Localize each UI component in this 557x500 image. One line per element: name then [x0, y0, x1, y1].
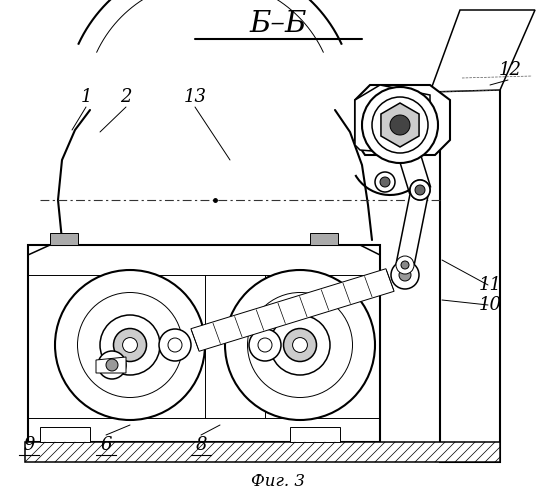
Circle shape — [396, 256, 414, 274]
Circle shape — [390, 115, 410, 135]
Bar — [40, 427, 90, 442]
Bar — [310, 233, 338, 245]
Circle shape — [114, 328, 146, 362]
Text: 9: 9 — [23, 436, 35, 454]
Polygon shape — [355, 85, 450, 155]
Polygon shape — [430, 10, 535, 92]
Polygon shape — [96, 357, 126, 373]
Circle shape — [410, 180, 430, 200]
Text: 1: 1 — [80, 88, 92, 106]
Circle shape — [380, 177, 390, 187]
Circle shape — [372, 97, 428, 153]
Text: 8: 8 — [196, 436, 207, 454]
Polygon shape — [191, 268, 394, 351]
Text: 6: 6 — [100, 436, 112, 454]
Circle shape — [55, 270, 205, 420]
Bar — [28, 245, 380, 442]
Polygon shape — [381, 103, 419, 147]
Text: 13: 13 — [183, 88, 207, 106]
Bar — [50, 233, 78, 245]
Bar — [25, 442, 500, 462]
Circle shape — [399, 269, 411, 281]
Text: 10: 10 — [478, 296, 501, 314]
Circle shape — [98, 351, 126, 379]
Text: Б–Б: Б–Б — [250, 10, 307, 38]
Polygon shape — [355, 85, 430, 155]
Circle shape — [410, 180, 430, 200]
Circle shape — [100, 315, 160, 375]
Circle shape — [249, 329, 281, 361]
Circle shape — [391, 261, 419, 289]
Circle shape — [401, 261, 409, 269]
Circle shape — [159, 329, 191, 361]
Text: 11: 11 — [478, 276, 501, 294]
Circle shape — [292, 338, 307, 352]
Circle shape — [168, 338, 182, 352]
Circle shape — [258, 338, 272, 352]
Circle shape — [270, 315, 330, 375]
Polygon shape — [389, 122, 431, 193]
Circle shape — [415, 185, 425, 195]
Text: Фиг. 3: Фиг. 3 — [251, 474, 305, 490]
Circle shape — [77, 292, 183, 398]
Circle shape — [415, 185, 425, 195]
Text: 2: 2 — [120, 88, 132, 106]
Circle shape — [362, 87, 438, 163]
Circle shape — [375, 172, 395, 192]
Circle shape — [284, 328, 316, 362]
Polygon shape — [396, 188, 429, 267]
Circle shape — [123, 338, 138, 352]
Circle shape — [247, 292, 353, 398]
Polygon shape — [440, 70, 500, 462]
Text: 12: 12 — [499, 61, 521, 79]
Circle shape — [106, 359, 118, 371]
Circle shape — [225, 270, 375, 420]
Bar — [290, 427, 340, 442]
